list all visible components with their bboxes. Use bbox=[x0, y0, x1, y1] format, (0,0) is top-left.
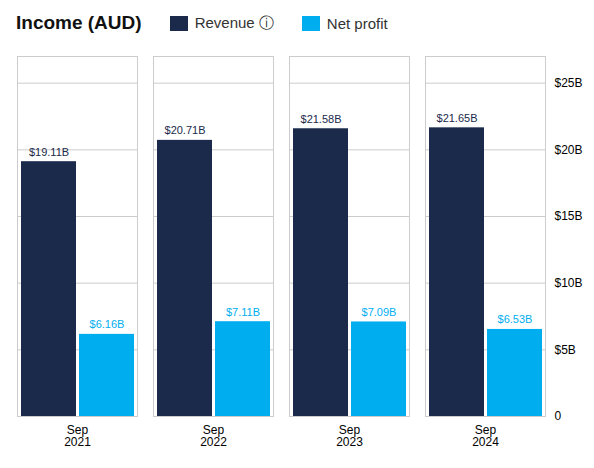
svg-text:$5B: $5B bbox=[555, 343, 576, 357]
svg-text:$7.11B: $7.11B bbox=[226, 306, 260, 318]
svg-text:$20B: $20B bbox=[555, 143, 583, 157]
svg-text:$6.53B: $6.53B bbox=[498, 313, 533, 325]
svg-text:Sep2022: Sep2022 bbox=[200, 423, 227, 449]
svg-text:$15B: $15B bbox=[555, 209, 583, 223]
svg-text:Sep2023: Sep2023 bbox=[336, 423, 363, 449]
svg-text:$19.11B: $19.11B bbox=[29, 146, 69, 158]
html-text:Income (AUD): Income (AUD) bbox=[16, 12, 142, 33]
svg-text:$21.65B: $21.65B bbox=[437, 112, 478, 124]
html-text:Net profit: Net profit bbox=[326, 14, 388, 32]
html-text:Revenue ⓘ: Revenue ⓘ bbox=[194, 13, 274, 31]
svg-text:$21.58B: $21.58B bbox=[301, 113, 342, 125]
svg-text:Sep2024: Sep2024 bbox=[472, 423, 499, 449]
svg-text:$20.71B: $20.71B bbox=[165, 124, 206, 136]
svg-text:$6.16B: $6.16B bbox=[90, 318, 125, 330]
svg-text:$10B: $10B bbox=[555, 276, 583, 290]
svg-text:0: 0 bbox=[555, 409, 562, 423]
svg-text:Sep2021: Sep2021 bbox=[64, 423, 91, 449]
svg-text:$25B: $25B bbox=[555, 76, 583, 90]
svg-text:$7.09B: $7.09B bbox=[362, 306, 397, 318]
